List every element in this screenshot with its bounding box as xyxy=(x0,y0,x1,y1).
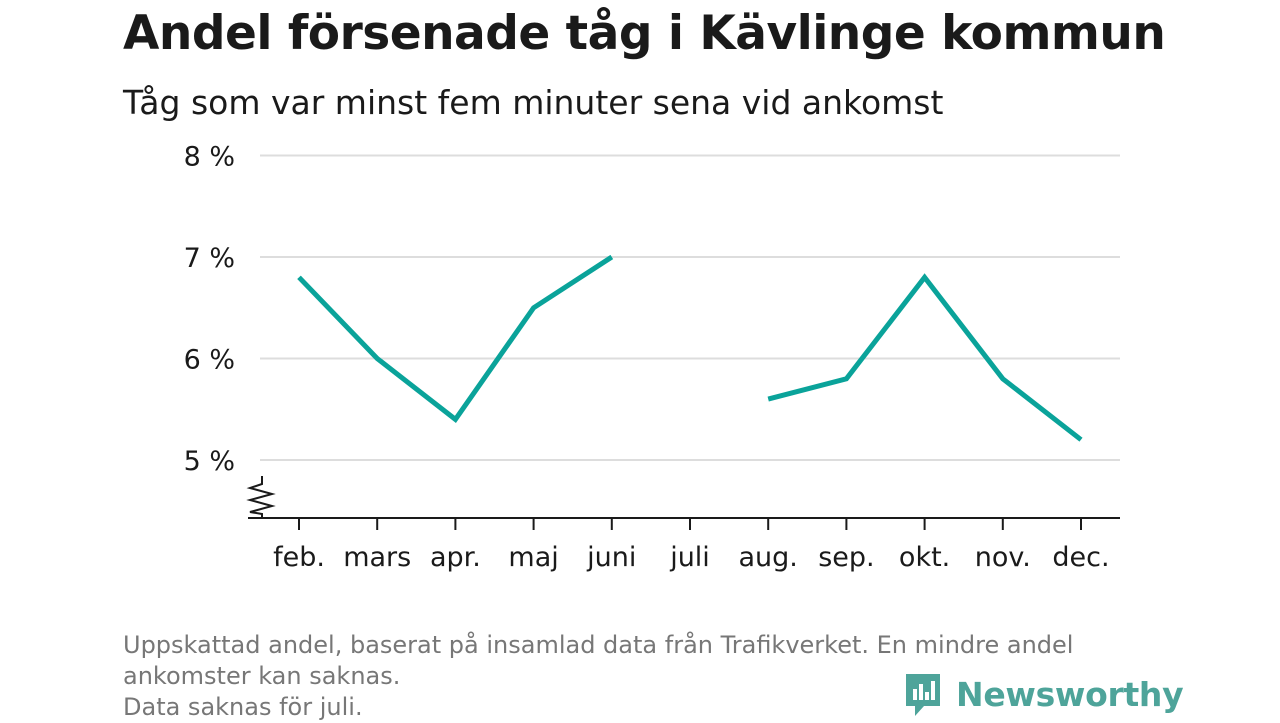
line-chart: 5 % 6 % 7 % 8 % feb. mars apr. maj juni juli aug.… xyxy=(184,142,1120,573)
footnote-line: Uppskattad andel, baserat på insamlad da… xyxy=(123,631,1074,659)
series-lines xyxy=(297,254,1083,442)
y-axis-break-icon xyxy=(246,476,276,518)
brand-name: Newsworthy xyxy=(956,674,1184,714)
x-tick-label: okt. xyxy=(899,542,950,573)
y-tick-label: 6 % xyxy=(184,345,235,376)
y-tick-label: 7 % xyxy=(184,243,235,274)
x-tick-label: sep. xyxy=(818,542,874,573)
x-tick-label: feb. xyxy=(273,542,325,573)
footnote: Uppskattad andel, baserat på insamlad da… xyxy=(123,630,1153,723)
chart-subtitle: Tåg som var minst fem minuter sena vid a… xyxy=(123,83,944,122)
x-tick-label: dec. xyxy=(1052,542,1109,573)
y-tick-label: 8 % xyxy=(184,142,235,173)
y-axis-tick-labels: 5 % 6 % 7 % 8 % xyxy=(184,142,235,478)
x-tick-label: juni xyxy=(586,542,636,573)
series-line xyxy=(297,254,614,423)
x-tick-label: apr. xyxy=(430,542,481,573)
x-axis-tick-labels: feb. mars apr. maj juni juli aug. sep. okt. nov. d… xyxy=(273,542,1110,573)
gridlines xyxy=(260,154,1120,461)
x-tick-label: maj xyxy=(508,542,558,573)
series-line xyxy=(767,273,1083,442)
x-axis xyxy=(246,476,1120,530)
x-tick-label: mars xyxy=(343,542,411,573)
footnote-line: Data saknas för juli. xyxy=(123,693,363,721)
x-tick-label: nov. xyxy=(975,542,1031,573)
footnote-line: ankomster kan saknas. xyxy=(123,662,401,690)
x-tick-label: juli xyxy=(669,542,710,573)
chart-title: Andel försenade tåg i Kävlinge kommun xyxy=(123,6,1166,61)
newsworthy-logo-icon xyxy=(906,674,940,716)
brand: Newsworthy xyxy=(902,670,1184,718)
x-tick-label: aug. xyxy=(739,542,798,573)
y-tick-label: 5 % xyxy=(184,446,235,477)
